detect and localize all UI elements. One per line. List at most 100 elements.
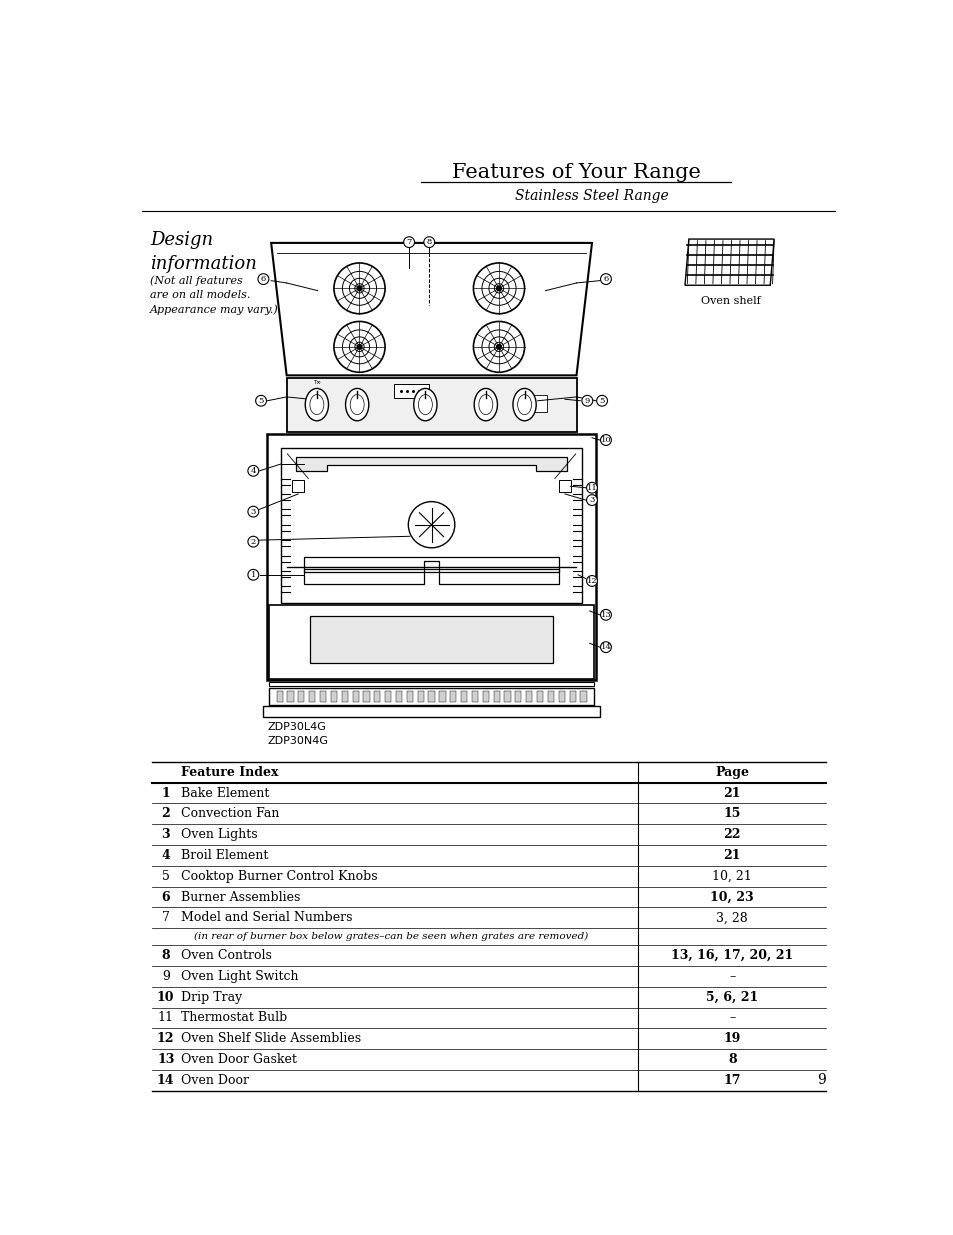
Text: 12: 12 [157, 1032, 174, 1045]
Text: Oven Controls: Oven Controls [181, 948, 272, 962]
Text: Oven Door Gasket: Oven Door Gasket [181, 1053, 296, 1066]
Text: Design
information: Design information [150, 231, 257, 273]
Circle shape [599, 274, 611, 284]
Circle shape [586, 483, 597, 493]
Text: Oven Shelf Slide Assemblies: Oven Shelf Slide Assemblies [181, 1032, 361, 1045]
Text: 8: 8 [426, 238, 432, 246]
Text: 1: 1 [251, 571, 255, 579]
Text: Cooktop Burner Control Knobs: Cooktop Burner Control Knobs [181, 869, 377, 883]
Text: Thermostat Bulb: Thermostat Bulb [181, 1011, 287, 1024]
Text: Broil Element: Broil Element [181, 848, 269, 862]
Bar [493, 692, 499, 701]
Polygon shape [271, 243, 592, 375]
Circle shape [257, 274, 269, 284]
Text: 3, 28: 3, 28 [716, 911, 747, 924]
Bar [417, 692, 423, 701]
Ellipse shape [305, 389, 328, 421]
Circle shape [248, 536, 258, 547]
Bar [406, 692, 413, 701]
Text: 6: 6 [260, 275, 266, 283]
Text: 17: 17 [722, 1073, 740, 1087]
Bar [269, 682, 594, 687]
Text: 3: 3 [161, 829, 170, 841]
Text: Convection Fan: Convection Fan [181, 808, 279, 820]
Bar [472, 692, 477, 701]
Text: 9: 9 [584, 396, 589, 405]
Bar [309, 692, 315, 701]
Text: 10: 10 [157, 990, 174, 1004]
Text: 3: 3 [589, 496, 594, 504]
Text: Oven Light Switch: Oven Light Switch [181, 969, 298, 983]
Bar [298, 692, 304, 701]
Text: 10, 23: 10, 23 [710, 890, 753, 904]
Text: 9: 9 [162, 969, 170, 983]
Bar [558, 480, 571, 493]
Circle shape [248, 506, 258, 517]
Text: ZDP30L4G
ZDP30N4G: ZDP30L4G ZDP30N4G [267, 721, 328, 746]
Ellipse shape [513, 389, 536, 421]
Text: 8: 8 [161, 948, 170, 962]
Text: 5: 5 [162, 869, 170, 883]
Bar [331, 692, 336, 701]
Ellipse shape [345, 389, 369, 421]
Text: 13: 13 [157, 1053, 174, 1066]
Circle shape [586, 576, 597, 587]
Text: Features of Your Range: Features of Your Range [452, 163, 700, 183]
Circle shape [403, 237, 415, 247]
Bar [263, 706, 599, 718]
Bar [267, 433, 596, 680]
Text: –: – [728, 1011, 735, 1024]
Bar [341, 692, 348, 701]
Bar [281, 448, 581, 603]
Text: Drip Tray: Drip Tray [181, 990, 242, 1004]
Text: –: – [728, 969, 735, 983]
Text: Bake Element: Bake Element [181, 787, 270, 799]
Text: 19: 19 [722, 1032, 740, 1045]
Bar [374, 692, 380, 701]
Bar [537, 692, 542, 701]
Bar [363, 692, 369, 701]
Text: 5: 5 [258, 396, 263, 405]
Bar [319, 692, 326, 701]
Text: 2: 2 [251, 537, 255, 546]
Bar [450, 692, 456, 701]
Text: Oven Lights: Oven Lights [181, 829, 257, 841]
Bar [439, 692, 445, 701]
Text: 7: 7 [162, 911, 170, 924]
Bar [530, 395, 546, 411]
Text: 5: 5 [598, 396, 604, 405]
Polygon shape [296, 457, 566, 471]
Text: 21: 21 [722, 787, 740, 799]
Text: 13, 16, 17, 20, 21: 13, 16, 17, 20, 21 [671, 948, 793, 962]
Text: Page: Page [715, 766, 748, 779]
Circle shape [599, 642, 611, 652]
Text: 22: 22 [722, 829, 740, 841]
Circle shape [423, 237, 435, 247]
Circle shape [596, 395, 607, 406]
Bar [515, 692, 521, 701]
Ellipse shape [414, 389, 436, 421]
Bar [569, 692, 575, 701]
Text: 9: 9 [817, 1073, 825, 1087]
Circle shape [248, 569, 258, 580]
Text: Burner Assemblies: Burner Assemblies [181, 890, 300, 904]
Circle shape [497, 287, 500, 290]
Text: 13: 13 [600, 611, 611, 619]
Text: 5, 6, 21: 5, 6, 21 [705, 990, 758, 1004]
Circle shape [356, 287, 361, 290]
Text: 3: 3 [251, 508, 255, 516]
Bar [579, 692, 586, 701]
Bar [292, 480, 304, 493]
Text: T∞: T∞ [313, 380, 320, 385]
Bar [482, 692, 488, 701]
Bar [269, 605, 594, 679]
Text: Feature Index: Feature Index [181, 766, 278, 779]
Bar [394, 384, 429, 398]
Text: 7: 7 [406, 238, 412, 246]
Circle shape [497, 345, 500, 350]
Text: Oven Door: Oven Door [181, 1073, 249, 1087]
Text: 4: 4 [161, 848, 170, 862]
Circle shape [599, 609, 611, 620]
Bar [547, 692, 554, 701]
Bar [269, 688, 594, 705]
